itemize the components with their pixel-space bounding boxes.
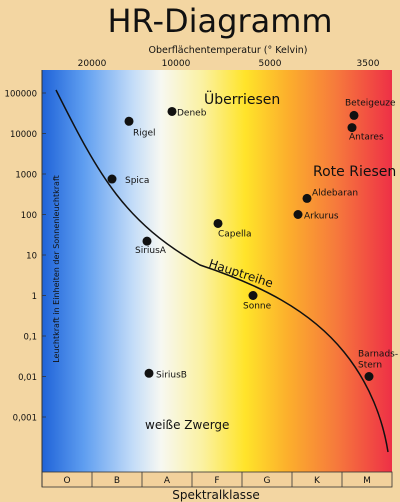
spectral-class-label: F [214,476,219,486]
star-name-label: Rigel [133,128,156,138]
star-name-label: SiriusA [135,246,167,256]
star-name-label: Sonne [243,302,272,312]
star-marker: Rigel [124,116,156,138]
star-dot [144,368,154,378]
star-name-label: Beteigeuze [345,98,396,108]
star-name-label: Arkurus [304,212,339,222]
star-name-label: Antares [349,133,384,143]
star-dot [248,291,258,300]
luminosity-tick-label: 1 [32,292,37,302]
spectral-class-label: B [114,476,120,486]
star-marker: Spica [107,174,149,186]
spectral-class-label: M [363,476,371,486]
star-marker: Arkurus [293,210,339,222]
star-dot [349,110,359,120]
star-name-label: Barnads-Stern [358,350,398,371]
temperature-tick-label: 20000 [78,59,107,69]
star-marker: Capella [213,218,252,239]
star-marker: SiriusB [144,368,187,380]
temperature-tick-label: 5000 [259,59,282,69]
luminosity-tick-label: 0,001 [13,414,37,424]
star-marker: Aldebaran [302,188,358,203]
star-dot [107,174,117,184]
spectral-class-label: G [264,476,271,486]
supergiants-label: Überriesen [204,90,280,108]
luminosity-tick-label: 0,01 [18,373,37,383]
star-name-label: Deneb [177,108,207,118]
star-dot [167,106,177,116]
luminosity-tick-label: 100000 [5,90,37,100]
star-marker: Beteigeuze [345,98,396,120]
star-name-label: SiriusB [156,370,187,380]
star-marker: Barnads-Stern [358,350,398,381]
temperature-tick-label: 10000 [162,59,191,69]
star-dot [347,123,357,133]
luminosity-tick-label: 0,1 [23,333,37,343]
star-name-label: Capella [218,229,252,239]
temperature-axis-label: Oberflächentemperatur (° Kelvin) [149,45,308,56]
spectral-class-label: K [314,476,321,486]
luminosity-tick-label: 1000 [15,171,37,181]
spectral-class-label: A [164,476,171,486]
star-marker: Antares [347,123,384,143]
star-marker: Sonne [243,291,272,312]
luminosity-tick-label: 10 [26,252,37,262]
star-name-label: Spica [125,176,149,186]
spectral-axis-label: Spektralklasse [172,488,259,502]
star-dot [364,372,374,381]
red-giants-label: Rote Riesen [313,164,396,180]
luminosity-tick-label: 100 [21,211,37,221]
star-name-label: Aldebaran [312,188,358,198]
star-marker: Deneb [167,106,207,118]
luminosity-tick-label: 10000 [10,130,37,140]
star-dot [213,218,223,228]
spectral-class-label: O [63,476,70,486]
star-dot [142,236,152,246]
star-dot [124,116,134,126]
main-sequence-curve [55,89,389,453]
star-dot [293,210,303,219]
white-dwarfs-label: weiße Zwerge [145,418,229,432]
luminosity-axis-label: Leuchtkraft in Einheiten der Sonnenleuch… [52,175,61,363]
diagram-title: HR-Diagramm [107,2,332,40]
star-marker: SiriusA [135,236,167,256]
temperature-tick-label: 3500 [357,59,380,69]
star-dot [302,193,312,203]
